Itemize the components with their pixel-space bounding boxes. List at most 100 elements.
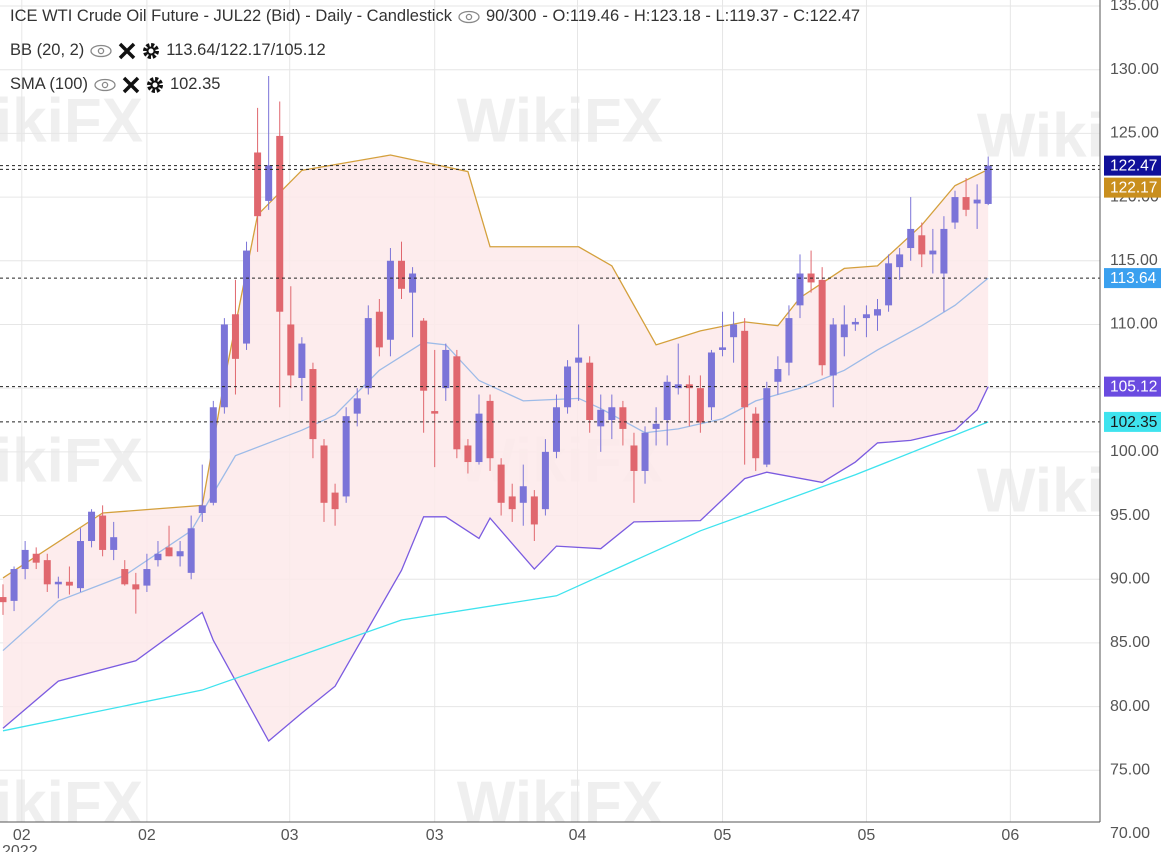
settings-icon[interactable] <box>142 42 160 60</box>
candle-body <box>76 541 84 589</box>
candle-body <box>420 320 428 391</box>
candle-body <box>397 260 405 289</box>
price-label-box <box>1104 411 1161 432</box>
price-label: 102.35 <box>1110 414 1157 431</box>
indicator-row: SMA (100) 102.35 <box>10 75 220 94</box>
candle-body <box>774 369 782 382</box>
candle-body <box>320 445 328 503</box>
y-tick-label: 125.00 <box>1110 125 1159 142</box>
price-label: 122.47 <box>1110 158 1157 175</box>
eye-icon[interactable] <box>458 10 480 24</box>
candle-body <box>497 464 505 503</box>
candle-body <box>752 413 760 459</box>
chart-title: ICE WTI Crude Oil Future - JUL22 (Bid) -… <box>10 7 452 25</box>
candle-body <box>287 324 295 376</box>
candle-body <box>785 318 793 363</box>
candle-body <box>851 321 859 325</box>
candle-body <box>885 263 893 306</box>
candle-body <box>231 314 239 359</box>
candle-body <box>254 152 262 217</box>
candle-body <box>829 324 837 376</box>
candle-body <box>475 413 483 463</box>
y-tick-label: 100.00 <box>1110 443 1159 460</box>
candle-body <box>862 314 870 319</box>
candle-body <box>121 569 129 585</box>
indicator-line <box>2 421 989 732</box>
price-label: 122.17 <box>1110 180 1157 197</box>
candle-body <box>519 486 527 503</box>
y-tick-label: 115.00 <box>1110 252 1158 269</box>
candle-body <box>88 511 96 542</box>
candle-body <box>984 165 992 204</box>
candle-body <box>132 584 140 590</box>
candle-body <box>375 311 383 348</box>
candle-body <box>973 199 981 204</box>
candle-body <box>907 228 915 249</box>
candle-body <box>99 515 107 550</box>
y-tick-label: 135.00 <box>1110 0 1159 14</box>
indicator-line <box>2 277 989 652</box>
candle-body <box>386 260 394 340</box>
candle-body <box>541 451 549 510</box>
candle-body <box>896 254 904 268</box>
candle-body <box>176 551 184 557</box>
candle-body <box>0 597 7 603</box>
x-tick-label: 05 <box>714 827 732 844</box>
candle-body <box>409 273 417 293</box>
candle-body <box>486 400 494 459</box>
candle-body <box>143 569 151 586</box>
remove-icon[interactable] <box>122 76 140 94</box>
candle-body <box>508 496 516 510</box>
candle-body <box>154 553 162 561</box>
indicator-row: BB (20, 2) 113.64/122.17/105.12 <box>10 41 326 60</box>
candle-body <box>619 407 627 429</box>
watermark: WikiFX <box>0 86 143 155</box>
candle-body <box>309 369 317 440</box>
indicator-value: 102.35 <box>169 75 221 93</box>
candle-body <box>21 549 29 570</box>
candle-body <box>453 356 461 450</box>
candle-body <box>342 416 350 497</box>
watermark: WikiFX <box>0 426 143 495</box>
candle-body <box>220 324 228 408</box>
candle-body <box>265 165 273 201</box>
candle-body <box>198 505 206 513</box>
candle-body <box>730 324 738 338</box>
eye-icon[interactable] <box>90 44 112 58</box>
indicator-value: 113.64/122.17/105.12 <box>166 41 326 59</box>
eye-icon[interactable] <box>94 78 116 92</box>
candle-body <box>276 135 284 312</box>
candle-body <box>630 445 638 471</box>
candle-body <box>940 228 948 274</box>
candle-body <box>10 569 18 601</box>
candle-body <box>741 330 749 408</box>
candle-body <box>951 197 959 223</box>
ohlc-text: - O:119.46 - H:123.18 - L:119.37 - C:122… <box>542 7 861 25</box>
y-tick-label: 90.00 <box>1110 570 1150 587</box>
candle-body <box>663 381 671 420</box>
candle-body <box>65 581 73 586</box>
y-tick-label: 130.00 <box>1110 61 1159 78</box>
remove-icon[interactable] <box>118 42 136 60</box>
indicator-label: SMA (100) <box>10 75 88 93</box>
candle-body <box>209 407 217 503</box>
settings-icon[interactable] <box>146 76 164 94</box>
y-tick-label: 95.00 <box>1110 507 1150 524</box>
x-tick-label: 02 <box>13 827 31 844</box>
candle-body <box>298 343 306 378</box>
price-label-box <box>1104 268 1161 289</box>
candle-body <box>364 318 372 389</box>
candle-body <box>575 357 583 363</box>
y-tick-label: 85.00 <box>1110 634 1150 651</box>
candle-body <box>873 309 881 316</box>
candle-body <box>918 235 926 255</box>
candle-body <box>442 349 450 389</box>
x-tick-label: 03 <box>281 827 299 844</box>
candle-body <box>187 528 195 573</box>
candle-body <box>530 496 538 525</box>
y-tick-label: 75.00 <box>1110 762 1150 779</box>
candle-body <box>608 407 616 420</box>
x-year-label: 2022 <box>2 843 38 852</box>
